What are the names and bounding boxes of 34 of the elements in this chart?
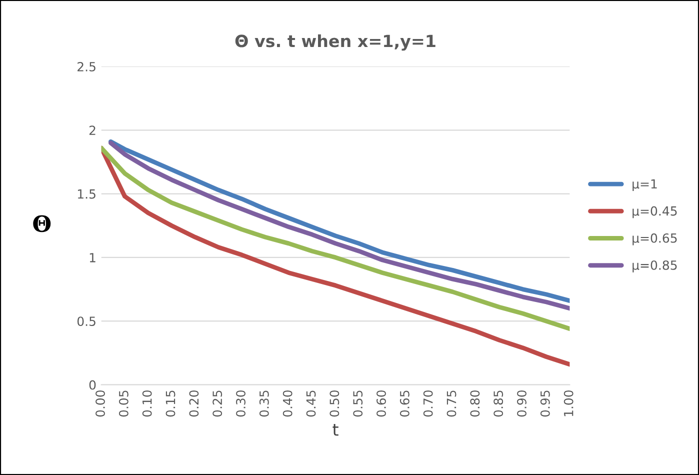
chart-title: Θ vs. t when x=1,y=1: [235, 34, 436, 51]
legend-label: μ=0.85: [632, 260, 677, 272]
x-tick-label: 0.55: [353, 390, 363, 417]
x-tick-label: 0.50: [330, 390, 340, 417]
x-tick-label: 0.40: [282, 390, 292, 417]
x-tick-label: 0.05: [118, 390, 128, 417]
x-tick-label: 1.00: [564, 390, 574, 416]
x-tick-label: 0.20: [189, 390, 199, 417]
legend-label: μ=1: [632, 179, 657, 192]
y-tick-label: 0: [89, 380, 96, 390]
y-axis-title: Θ: [33, 215, 51, 232]
y-tick-label: 2.5: [78, 62, 96, 72]
x-tick-label: 0.60: [376, 390, 386, 417]
legend-label: μ=0.65: [632, 233, 677, 246]
y-tick-label: 0.5: [77, 316, 96, 326]
x-tick-label: 0.35: [259, 390, 269, 417]
y-tick-label: 1.5: [78, 189, 96, 199]
x-tick-label: 0.45: [306, 390, 316, 417]
x-tick-label: 0.00: [96, 390, 105, 417]
x-tick-label: 0.85: [494, 390, 504, 417]
x-tick-label: 0.90: [517, 390, 526, 417]
x-tick-label: 0.65: [400, 390, 410, 417]
x-tick-label: 0.15: [166, 390, 176, 417]
x-tick-label: 0.75: [446, 390, 456, 417]
y-tick-label: 1: [90, 253, 96, 262]
x-tick-label: 0.30: [236, 390, 246, 417]
x-tick-label: 0.80: [470, 390, 480, 417]
x-axis-title: t: [332, 424, 338, 436]
x-tick-label: 0.10: [142, 390, 152, 417]
legend-label: μ=0.45: [632, 206, 677, 218]
x-tick-label: 0.95: [540, 390, 550, 417]
x-tick-label: 0.70: [423, 390, 433, 417]
y-tick-label: 2: [89, 126, 96, 135]
x-tick-label: 0.25: [212, 390, 222, 417]
